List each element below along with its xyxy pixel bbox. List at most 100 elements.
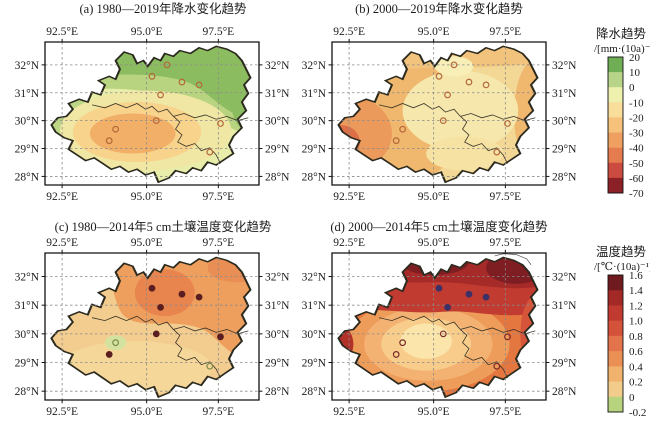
- precip-colorbar-unit: /[mm·(10a)⁻¹]: [594, 43, 650, 55]
- lat-tick-label-right: 30°N: [265, 329, 290, 341]
- lat-tick-label-right: 32°N: [265, 60, 290, 72]
- panel-a-map: [40, 37, 264, 190]
- lat-tick-label-right: 29°N: [552, 144, 577, 156]
- colorbar-tick-label: 1.6: [629, 270, 643, 282]
- station-marker: [399, 125, 407, 133]
- station-marker: [105, 137, 113, 145]
- colorbar-tick-label: -70: [629, 188, 644, 200]
- lon-tick-label-top: 92.5°E: [46, 237, 78, 249]
- colorbar-tick-label: 0.2: [629, 377, 643, 389]
- station-marker: [439, 117, 447, 125]
- lat-tick-label-right: 29°N: [265, 358, 290, 370]
- lat-tick-label-right: 31°N: [552, 88, 577, 100]
- station-marker: [465, 78, 473, 86]
- colorbar-segment: [608, 396, 623, 413]
- lat-tick-label-left: 30°N: [15, 329, 40, 341]
- colorbar-segment: [608, 177, 623, 194]
- lon-tick-label-top: 95.0°E: [131, 237, 163, 249]
- station-marker: [217, 333, 224, 341]
- station-marker: [399, 339, 407, 347]
- station-marker: [157, 303, 164, 311]
- station-marker: [465, 290, 473, 298]
- colorbar-tick-label: -0.2: [629, 407, 646, 419]
- station-marker: [482, 293, 490, 301]
- colorbar-segment: [608, 72, 623, 88]
- panel-c-map: [40, 248, 264, 405]
- colorbar-segment: [608, 275, 623, 291]
- lon-tick-label-bottom: 92.5°E: [46, 191, 78, 203]
- station-marker: [148, 284, 156, 292]
- colorbar-tick-label: 10: [629, 67, 641, 79]
- lat-tick-label-right: 32°N: [552, 60, 577, 72]
- lat-tick-label-right: 30°N: [552, 116, 577, 128]
- lat-tick-label-right: 30°N: [265, 116, 290, 128]
- colorbar-segment: [608, 87, 623, 103]
- station-marker: [112, 125, 120, 133]
- lon-tick-label-top: 97.5°E: [202, 26, 234, 38]
- lon-tick-label-top: 95.0°E: [131, 26, 163, 38]
- colorbar-segment: [608, 335, 623, 352]
- colorbar-tick-label: -50: [629, 158, 644, 170]
- colorbar-segment: [608, 132, 623, 149]
- lat-tick-label-right: 32°N: [265, 272, 290, 284]
- colorbar-tick-label: 1.4: [629, 285, 643, 297]
- colorbar-frame: [607, 274, 624, 413]
- temp-colorbar-title: 温度趋势: [596, 244, 647, 259]
- panel-d-title: (d) 2000—2014年5 cm土壤温度变化趋势: [330, 219, 548, 234]
- panel-b-map: [327, 37, 551, 190]
- station-marker: [493, 362, 501, 370]
- lon-tick-label-top: 95.0°E: [418, 26, 450, 38]
- lat-tick-label-left: 29°N: [15, 144, 40, 156]
- colorbar-tick-label: 20: [629, 52, 641, 64]
- lat-tick-label-left: 32°N: [15, 272, 40, 284]
- lon-tick-label-bottom: 97.5°E: [489, 406, 521, 418]
- lon-tick-label-bottom: 92.5°E: [333, 191, 365, 203]
- colorbar-segment: [608, 102, 623, 118]
- station-marker: [444, 91, 451, 99]
- station-marker: [157, 91, 164, 99]
- colorbar-tick-label: 0: [629, 392, 635, 404]
- lat-tick-label-left: 29°N: [302, 144, 327, 156]
- colorbar-segment: [608, 117, 623, 134]
- lon-tick-label-top: 97.5°E: [489, 26, 521, 38]
- lon-tick-label-top: 97.5°E: [202, 237, 234, 249]
- colorbar-tick-label: 1.0: [629, 316, 643, 328]
- station-marker: [435, 72, 443, 80]
- lon-tick-label-bottom: 95.0°E: [131, 191, 163, 203]
- lat-tick-label-left: 31°N: [15, 88, 40, 100]
- lat-tick-label-left: 28°N: [15, 171, 40, 183]
- lat-tick-label-right: 28°N: [552, 386, 577, 398]
- lat-tick-label-left: 29°N: [302, 358, 327, 370]
- colorbars-layer: 20 10 0 -10 -20 -30 -40 -50 -60 -70 1.6 1.4 1.2 1.0 0.…: [607, 52, 646, 419]
- colorbar-tick-label: 1.2: [629, 300, 643, 312]
- lon-tick-label-bottom: 92.5°E: [46, 406, 78, 418]
- lat-tick-label-right: 28°N: [552, 171, 577, 183]
- lat-tick-label-left: 30°N: [15, 116, 40, 128]
- lat-tick-label-left: 31°N: [15, 300, 40, 312]
- lat-tick-label-right: 31°N: [265, 88, 290, 100]
- station-markers-layer: [105, 61, 511, 370]
- lon-tick-label-bottom: 97.5°E: [489, 191, 521, 203]
- lat-tick-label-right: 28°N: [265, 386, 290, 398]
- station-marker: [105, 351, 113, 358]
- lon-tick-label-bottom: 95.0°E: [131, 406, 163, 418]
- lon-tick-label-bottom: 97.5°E: [202, 406, 234, 418]
- station-marker: [504, 333, 511, 341]
- station-marker: [392, 351, 400, 358]
- colorbar-segment: [608, 147, 623, 164]
- panel-b-title: (b) 2000—2019年降水变化趋势: [355, 1, 523, 16]
- lat-tick-label-left: 28°N: [302, 171, 327, 183]
- lon-tick-label-bottom: 95.0°E: [418, 406, 450, 418]
- colorbar-frame: [607, 56, 624, 194]
- lat-tick-label-right: 31°N: [552, 300, 577, 312]
- temp-colorbar-unit: /[℃·(10a)⁻¹]: [594, 261, 650, 273]
- lat-tick-label-left: 30°N: [302, 116, 327, 128]
- station-marker: [195, 81, 203, 89]
- colorbar-tick-label: -20: [629, 112, 644, 124]
- panel-c-title: (c) 1980—2014年5 cm土壤温度变化趋势: [55, 219, 272, 234]
- colorbar-tick-label: -10: [629, 97, 644, 109]
- colorbar-segment: [608, 290, 623, 306]
- axis-labels-layer: 92.5°E 92.5°E 95.0°E 95.0°E 97.5°E 97.5°E 32°N…: [15, 26, 578, 418]
- colorbar-tick-label: -40: [629, 143, 644, 155]
